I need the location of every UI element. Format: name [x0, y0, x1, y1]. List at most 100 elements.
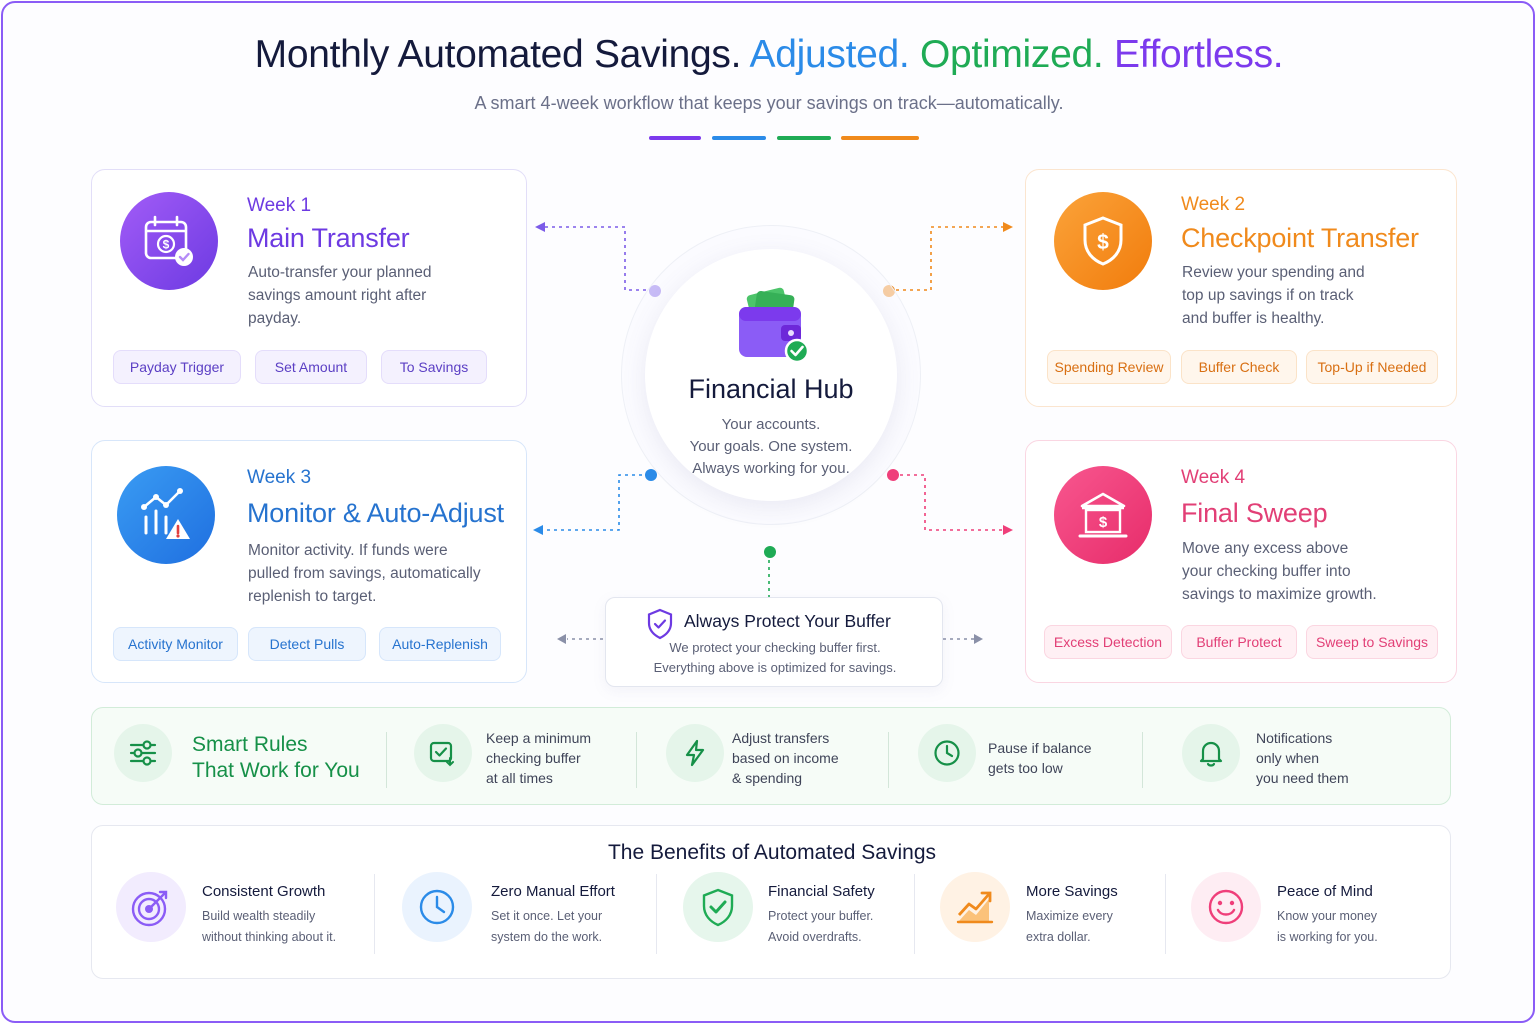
shield-check-icon [647, 608, 673, 640]
week-3-description: Monitor activity. If funds were pulled f… [248, 542, 481, 605]
lightning-icon [685, 739, 705, 767]
week-3-card: Week 3 Monitor & Auto-Adjust Monitor act… [91, 440, 527, 683]
shield-dollar-icon: $ [1083, 216, 1123, 266]
tag-auto-replenish: Auto-Replenish [379, 627, 501, 661]
buffer-title: Always Protect Your Buffer [684, 611, 891, 631]
benefits-divider [914, 874, 915, 954]
rules-divider [386, 732, 387, 788]
benefits-divider [656, 874, 657, 954]
title-main: Monthly Automated Savings. [254, 33, 742, 76]
week-2-card: $ Week 2 Checkpoint Transfer Review your… [1025, 169, 1457, 407]
chart-alert-icon [141, 488, 190, 539]
week-3-label: Week 3 [247, 467, 312, 488]
benefit-5-icon-circle [1191, 872, 1261, 942]
week-1-label: Week 1 [247, 195, 312, 216]
accent-dash-orange [841, 136, 919, 140]
benefits-panel: The Benefits of Automated Savings Consis… [91, 825, 1451, 979]
benefit-2-description: Set it once. Let your system do the work. [491, 909, 603, 944]
rule-4-text: Notifications only when you need them [1256, 730, 1349, 786]
benefit-3-description: Protect your buffer. Avoid overdrafts. [768, 909, 874, 944]
checkbox-arrow-icon [429, 741, 454, 767]
benefit-1-icon-circle [116, 872, 186, 942]
tag-set-amount: Set Amount [255, 350, 367, 384]
benefit-2-title: Zero Manual Effort [491, 883, 615, 900]
tag-payday-trigger: Payday Trigger [113, 350, 241, 384]
financial-hub: Financial Hub Your accounts. Your goals.… [645, 249, 897, 501]
benefit-4-description: Maximize every extra dollar. [1026, 909, 1113, 944]
benefit-1-description: Build wealth steadily without thinking ab… [202, 909, 337, 944]
rules-icon-circle [114, 724, 172, 782]
benefit-4-title: More Savings [1026, 883, 1118, 900]
benefit-4-icon-circle [940, 872, 1010, 942]
tag-sweep-to-savings: Sweep to Savings [1306, 625, 1438, 659]
accent-dash-green [777, 136, 831, 140]
target-icon [131, 890, 168, 927]
benefit-1-title: Consistent Growth [202, 883, 326, 900]
shield-check-icon [702, 888, 734, 927]
week-1-icon-circle: $ [120, 192, 218, 290]
rule-3-icon-circle [918, 724, 976, 782]
benefits-divider [374, 874, 375, 954]
rules-divider [636, 732, 637, 788]
wallet-icon [739, 287, 810, 364]
title-optimized: Optimized. [920, 33, 1104, 76]
rule-1-icon-circle [414, 724, 472, 782]
rule-2-text: Adjust transfers based on income & spendin… [732, 730, 839, 786]
bank-icon: $ [1078, 492, 1128, 538]
accent-dash-blue [712, 136, 766, 140]
accent-dash-purple [649, 136, 701, 140]
hub-subtitle: Your accounts. Your goals. One system. A… [689, 416, 853, 477]
benefit-3-icon-circle [683, 872, 753, 942]
bell-icon [1199, 741, 1223, 767]
svg-text:$: $ [1097, 231, 1109, 254]
week-4-card: $ Week 4 Final Sweep Move any excess abo… [1025, 440, 1457, 683]
page-title: Monthly Automated Savings. Adjusted. Opt… [3, 33, 1533, 77]
sliders-icon [129, 740, 157, 766]
rule-4-icon-circle [1182, 724, 1240, 782]
tag-buffer-protect: Buffer Protect [1181, 625, 1297, 659]
rule-2-icon-circle [666, 724, 724, 782]
tag-activity-monitor: Activity Monitor [113, 627, 238, 661]
week-2-icon-circle: $ [1054, 192, 1152, 290]
week-4-icon-circle: $ [1054, 466, 1152, 564]
week-2-description: Review your spending and top up savings … [1182, 264, 1365, 327]
week-2-title: Checkpoint Transfer [1181, 223, 1419, 253]
benefit-3-title: Financial Safety [768, 883, 875, 900]
week-4-label: Week 4 [1181, 467, 1246, 488]
clock-icon [934, 740, 960, 766]
title-adjusted: Adjusted. [749, 33, 910, 76]
week-1-description: Auto-transfer your planned savings amoun… [248, 264, 432, 327]
tag-spending-review: Spending Review [1047, 350, 1171, 384]
growth-chart-icon [956, 891, 994, 924]
tag-detect-pulls: Detect Pulls [248, 627, 366, 661]
rules-divider [888, 732, 889, 788]
tag-buffer-check: Buffer Check [1181, 350, 1297, 384]
buffer-description: We protect your checking buffer first. E… [653, 640, 897, 675]
week-1-card: $ Week 1 Main Transfer Auto-transfer you… [91, 169, 527, 407]
tag-to-savings: To Savings [381, 350, 487, 384]
week-4-description: Move any excess above your checking buff… [1182, 540, 1377, 603]
week-2-label: Week 2 [1181, 194, 1246, 215]
tag-excess-detection: Excess Detection [1044, 625, 1172, 659]
smile-icon [1208, 889, 1244, 925]
title-effortless: Effortless. [1113, 33, 1284, 76]
benefits-title: The Benefits of Automated Savings [607, 841, 937, 864]
week-3-title: Monitor & Auto-Adjust [247, 498, 504, 528]
benefit-2-icon-circle [402, 872, 472, 942]
benefit-5-description: Know your money is working for you. [1277, 909, 1378, 944]
rule-1-text: Keep a minimum checking buffer at all time… [486, 730, 592, 786]
smart-rules-bar: Smart Rules That Work for You Keep a min… [91, 707, 1451, 805]
week-3-icon-circle [117, 466, 215, 564]
page-subtitle: A smart 4-week workflow that keeps your … [474, 93, 1064, 113]
buffer-protection-box: Always Protect Your Buffer We protect yo… [605, 597, 943, 687]
hub-title: Financial Hub [688, 374, 854, 404]
rules-divider [1142, 732, 1143, 788]
week-4-title: Final Sweep [1181, 498, 1328, 528]
rule-3-text: Pause if balance gets too low [988, 740, 1092, 776]
calendar-dollar-icon: $ [144, 215, 193, 266]
svg-text:$: $ [1099, 514, 1108, 531]
benefit-5-title: Peace of Mind [1277, 883, 1373, 900]
week-1-title: Main Transfer [247, 223, 410, 253]
svg-text:$: $ [163, 238, 170, 252]
